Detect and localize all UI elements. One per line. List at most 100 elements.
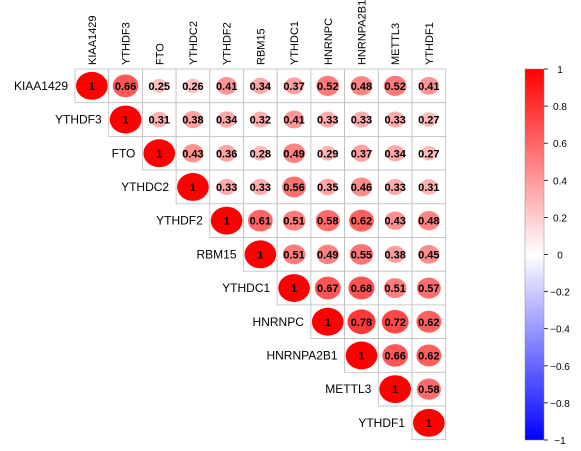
correlation-value-label: 0.34 [384, 148, 406, 160]
correlation-circle [385, 145, 405, 162]
row-labels: KIAA1429 YTHDF3 FTO YTHDC2 YTHDF2 RBM15 YTHDC1… [14, 79, 405, 430]
correlation-circle [217, 144, 237, 162]
correlation-value-label: 0.66 [115, 81, 136, 93]
correlation-circle [416, 310, 442, 333]
correlation-value-label: 0.62 [351, 216, 372, 228]
correlation-circle [316, 75, 340, 96]
correlation-circle [177, 173, 209, 201]
column-label: METTL3 [390, 23, 402, 65]
column-label: HNRNPC [323, 18, 335, 65]
row-label: YTHDF1 [358, 416, 405, 430]
correlation-circle [251, 77, 270, 94]
correlation-circle [282, 143, 306, 164]
row-label: YTHDC1 [222, 281, 270, 295]
correlation-circle [284, 77, 304, 95]
correlation-circle [318, 111, 337, 128]
correlation-value-label: 0.58 [418, 384, 439, 396]
correlation-value-label: 0.37 [283, 81, 304, 93]
correlation-value-label: 0.34 [216, 115, 238, 127]
correlation-circle [345, 341, 378, 370]
correlation-circle [183, 110, 203, 129]
correlation-circle [282, 210, 306, 231]
correlation-value-label: 1 [358, 350, 364, 362]
correlation-value-label: 0.46 [351, 182, 372, 194]
colorbar-tick-label: 0 [557, 251, 563, 262]
correlation-value-label: 0.34 [250, 81, 272, 93]
correlation-circle [244, 240, 277, 269]
correlation-circle [351, 144, 372, 162]
correlation-value-label: 0.57 [418, 283, 439, 295]
correlation-circle [350, 177, 373, 197]
correlation-value-label: 0.66 [384, 350, 405, 362]
correlation-value-label: 1 [257, 249, 263, 261]
correlation-circle [386, 111, 405, 128]
column-label: YTHDF1 [424, 22, 436, 65]
correlation-value-label: 1 [224, 216, 230, 228]
column-label: HNRNPA2B1 [356, 0, 368, 65]
column-label: YTHDC1 [289, 21, 301, 65]
correlation-value-label: 0.33 [351, 115, 372, 127]
row-label: FTO [112, 146, 136, 160]
correlation-value-label: 1 [325, 317, 331, 329]
correlation-circle [350, 76, 373, 96]
correlation-circle [349, 244, 374, 265]
column-label: YTHDF3 [121, 22, 133, 65]
correlation-value-label: 0.52 [317, 81, 338, 93]
correlation-value-label: 0.35 [317, 182, 338, 194]
correlation-value-label: 1 [156, 148, 162, 160]
correlation-circle [210, 206, 243, 235]
correlation-value-label: 0.33 [250, 182, 271, 194]
correlation-circle [386, 178, 405, 195]
row-label: YTHDC2 [121, 180, 169, 194]
correlation-circle [316, 244, 339, 265]
correlation-value-label: 0.25 [149, 81, 170, 93]
correlation-circle [420, 146, 438, 161]
correlation-circle [315, 210, 340, 232]
correlation-circle [347, 309, 376, 335]
correlation-circle [109, 105, 142, 134]
correlation-circle [76, 71, 108, 100]
correlation-circle [413, 408, 445, 437]
row-label: HNRNPC [253, 315, 305, 329]
correlation-value-label: 0.62 [418, 317, 439, 329]
row-label: YTHDF2 [156, 214, 203, 228]
correlation-circle [282, 176, 306, 198]
correlation-circle [384, 211, 406, 230]
colorbar-tick-label: −0.2 [550, 288, 570, 299]
column-labels: KIAA1429 YTHDF3 FTO YTHDC2 YTHDF2 RBM15 YTHDC1… [87, 0, 436, 65]
correlation-circle [418, 76, 439, 95]
correlation-value-label: 0.31 [149, 115, 170, 127]
correlation-circle [379, 375, 411, 404]
correlation-value-label: 0.43 [384, 216, 405, 228]
colorbar-tick-label: 1 [557, 65, 563, 76]
correlation-value-label: 0.78 [351, 317, 372, 329]
column-label: YTHDC2 [188, 21, 200, 65]
colorbar-tick-label: −0.8 [550, 399, 570, 410]
correlation-value-label: 0.28 [250, 148, 271, 160]
correlation-circle [182, 144, 204, 163]
colorbar-tick-label: 0.8 [553, 102, 567, 113]
correlation-circle [348, 209, 374, 232]
correlation-circle [348, 276, 375, 300]
correlation-value-label: 0.27 [418, 148, 439, 160]
correlation-value-label: 1 [89, 81, 95, 93]
correlation-value-label: 0.37 [351, 148, 372, 160]
correlation-value-label: 0.45 [418, 249, 439, 261]
correlation-circle [318, 178, 338, 196]
correlation-circle [217, 111, 236, 128]
colorbar: 1 0.8 0.6 0.4 0.2 0 −0.2 −0.4 −0.6 −0.8 −1 [524, 65, 570, 447]
correlation-value-label: 0.49 [317, 249, 338, 261]
correlation-circle [381, 309, 409, 334]
correlation-value-label: 0.48 [418, 216, 439, 228]
correlation-value-label: 0.72 [384, 317, 405, 329]
row-label: HNRNPA2B1 [266, 348, 337, 362]
correlation-value-label: 1 [122, 115, 128, 127]
correlation-value-label: 0.58 [317, 216, 338, 228]
correlation-circle [143, 139, 176, 168]
correlation-circle [150, 111, 169, 128]
correlation-circle [383, 278, 407, 299]
correlation-value-label: 0.61 [250, 216, 271, 228]
row-label: KIAA1429 [14, 79, 68, 93]
correlation-circle [151, 78, 168, 93]
